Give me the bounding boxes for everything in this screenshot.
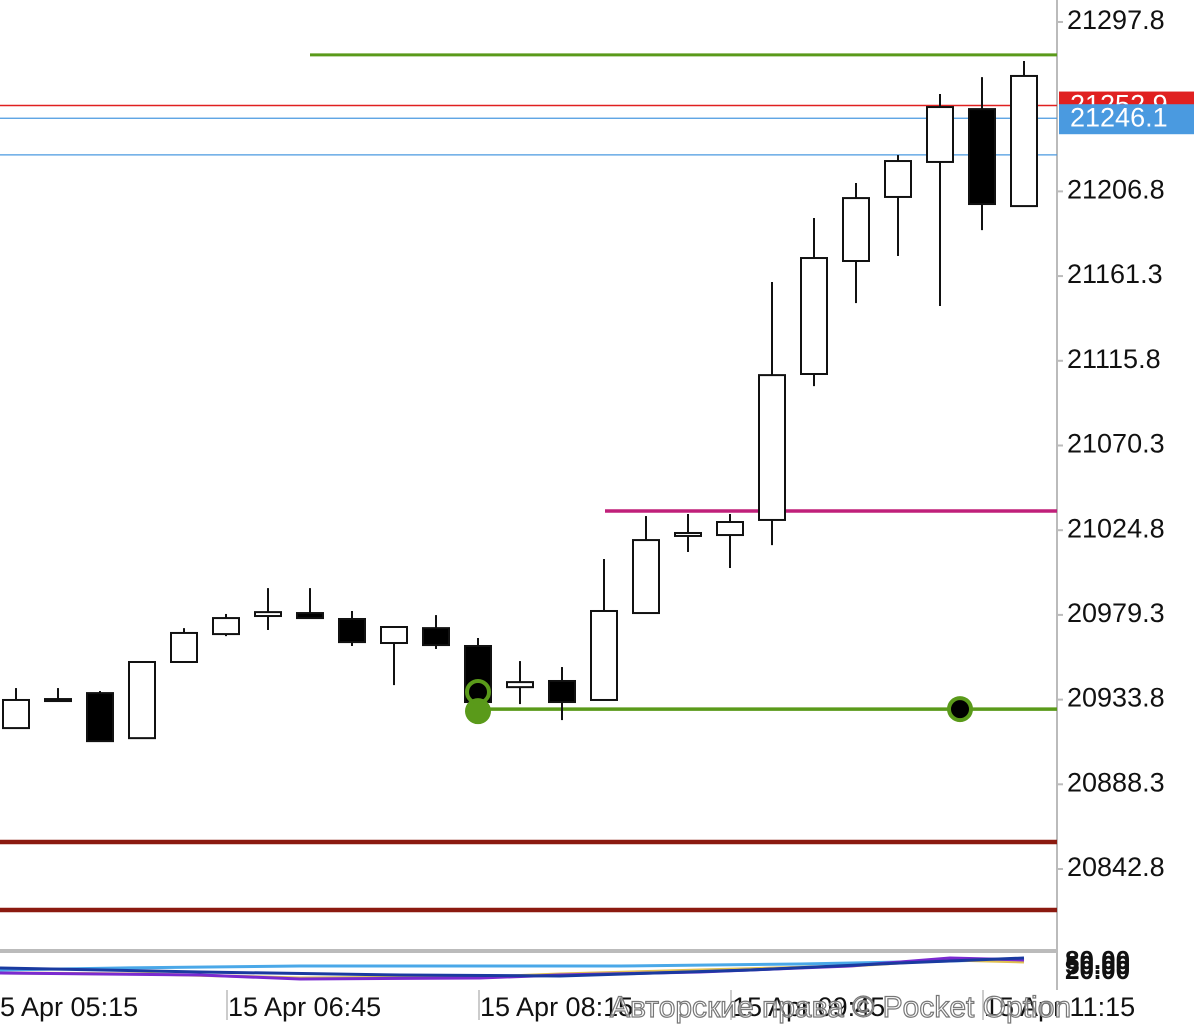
candle-body [464,644,492,704]
y-tick-label: 20888.3 [1067,767,1165,797]
candle-body [632,539,660,615]
x-tick-label: 15 Apr 11:15 [984,992,1135,1022]
x-tick-label: 5 Apr 05:15 [0,992,138,1022]
indicator-tick-label: 80.00 [1065,945,1130,975]
candle-body [590,609,618,701]
candle-body [422,627,450,647]
indicator-tick-label: 20.00 [1065,955,1130,985]
indicator-tick-label: 50.00 [1065,950,1130,980]
candle-body [800,257,828,376]
x-tick-label: 15 Apr 08:15 [480,992,633,1022]
y-tick-label: 20933.8 [1067,683,1165,713]
candle-body [968,108,996,206]
candle-body [758,374,786,521]
marker [465,698,491,725]
y-tick-label: 20842.8 [1067,852,1165,882]
candle-body [674,531,702,537]
candle-body [842,197,870,263]
indicator-panel [0,956,1025,981]
y-tick-label: 21115.8 [1067,344,1161,374]
y-tick-label: 20979.3 [1067,598,1165,628]
y-tick-label: 21206.8 [1067,175,1165,205]
candle-body [296,612,324,620]
candle-body [212,617,240,636]
candle-body [926,106,954,163]
y-tick-label: 21070.3 [1067,429,1165,459]
price-label-box [1059,104,1194,135]
candle-body [170,631,198,664]
price-label: 21246.1 [1070,102,1168,132]
candle-body [716,521,744,537]
candle-body [548,679,576,704]
watermark: Авторские права © Pocket Option [610,991,1071,1024]
x-tick-label: 15 Apr 06:45 [228,992,381,1022]
x-tick-label: 15 Apr 09:45 [732,992,885,1022]
indicator-line [0,956,1025,978]
candle-body [254,611,282,618]
y-tick-label: 21024.8 [1067,513,1165,543]
marker [947,696,973,723]
candle-body [506,681,534,689]
candle-body [44,698,72,703]
candle-body [86,692,114,743]
candle-body [128,661,156,740]
y-tick-label: 21297.8 [1067,5,1165,35]
candle-body [2,698,30,730]
candle-body [884,160,912,198]
candle-body [1010,74,1038,208]
y-tick-label: 21161.3 [1067,259,1163,289]
candle-body [338,617,366,644]
candle-body [380,626,408,645]
